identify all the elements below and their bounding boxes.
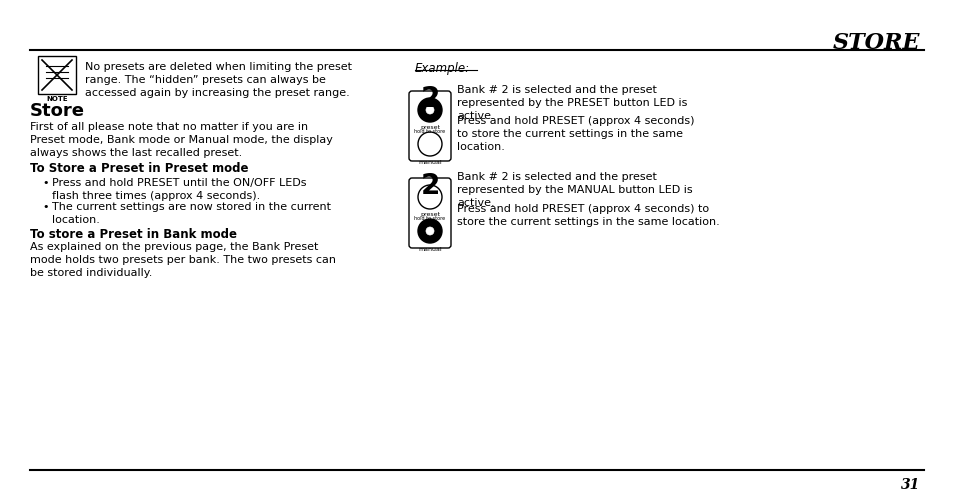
Text: hold to store: hold to store (414, 129, 445, 134)
Text: As explained on the previous page, the Bank Preset
mode holds two presets per ba: As explained on the previous page, the B… (30, 242, 335, 279)
Text: 2: 2 (420, 85, 439, 113)
Text: Press and hold PRESET (approx 4 seconds) to
store the current settings in the sa: Press and hold PRESET (approx 4 seconds)… (456, 204, 719, 227)
Text: 2: 2 (420, 172, 439, 200)
Circle shape (426, 106, 434, 114)
Circle shape (426, 227, 434, 235)
FancyBboxPatch shape (409, 178, 451, 248)
Text: preset: preset (419, 212, 439, 217)
FancyBboxPatch shape (409, 91, 451, 161)
Text: NOTE: NOTE (46, 96, 68, 102)
Text: Example:: Example: (415, 62, 470, 75)
Text: Press and hold PRESET (approx 4 seconds)
to store the current settings in the sa: Press and hold PRESET (approx 4 seconds)… (456, 116, 694, 152)
Text: •: • (42, 202, 49, 212)
Text: hold to store: hold to store (414, 216, 445, 221)
Text: No presets are deleted when limiting the preset
range. The “hidden” presets can : No presets are deleted when limiting the… (85, 62, 352, 98)
Text: First of all please note that no matter if you are in
Preset mode, Bank mode or : First of all please note that no matter … (30, 122, 333, 158)
Text: To Store a Preset in Preset mode: To Store a Preset in Preset mode (30, 162, 248, 175)
Text: Press and hold PRESET until the ON/OFF LEDs
flash three times (approx 4 seconds): Press and hold PRESET until the ON/OFF L… (52, 178, 306, 201)
Text: 31: 31 (900, 478, 919, 492)
Text: manual: manual (417, 247, 441, 252)
Text: Bank # 2 is selected and the preset
represented by the PRESET button LED is
acti: Bank # 2 is selected and the preset repr… (456, 85, 687, 122)
Text: Store: Store (30, 102, 85, 120)
Text: The current settings are now stored in the current
location.: The current settings are now stored in t… (52, 202, 331, 225)
Circle shape (417, 219, 441, 243)
FancyBboxPatch shape (38, 56, 76, 94)
Text: Bank # 2 is selected and the preset
represented by the MANUAL button LED is
acti: Bank # 2 is selected and the preset repr… (456, 172, 692, 208)
Text: preset: preset (419, 125, 439, 130)
Text: manual: manual (417, 160, 441, 165)
Text: To store a Preset in Bank mode: To store a Preset in Bank mode (30, 228, 236, 241)
Text: STORE: STORE (832, 32, 919, 54)
Text: •: • (42, 178, 49, 188)
Circle shape (417, 98, 441, 122)
